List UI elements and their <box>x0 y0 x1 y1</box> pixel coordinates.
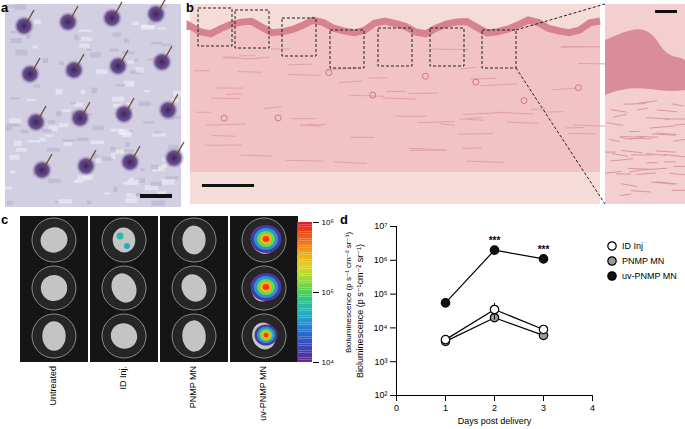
svg-text:10³: 10³ <box>374 357 387 367</box>
svg-text:10⁵: 10⁵ <box>374 289 388 299</box>
svg-text:10²: 10² <box>374 390 387 400</box>
svg-text:Days post delivery: Days post delivery <box>458 416 532 426</box>
svg-text:2: 2 <box>492 403 497 413</box>
svg-text:Untreated: Untreated <box>48 366 58 406</box>
svg-text:10⁶: 10⁶ <box>322 218 334 227</box>
svg-text:10⁴: 10⁴ <box>322 358 335 367</box>
html-text:b: b <box>186 0 194 15</box>
svg-text:10⁵: 10⁵ <box>322 288 334 297</box>
svg-text:0: 0 <box>394 403 399 413</box>
svg-text:3: 3 <box>541 403 546 413</box>
svg-text:Bioluminescence (p s⁻¹ cm⁻² sr: Bioluminescence (p s⁻¹ cm⁻² sr⁻¹) <box>344 232 353 353</box>
html-text:a: a <box>1 0 9 15</box>
svg-text:uv-PNMP MN: uv-PNMP MN <box>258 366 268 421</box>
html-text:PNMP MN: PNMP MN <box>622 255 665 266</box>
html-text:ID Inj: ID Inj <box>622 240 643 251</box>
html-text:uv-PNMP MN: uv-PNMP MN <box>622 270 677 281</box>
svg-text:10⁷: 10⁷ <box>374 221 387 231</box>
svg-text:Bioluminescence (p s⁻¹cm⁻² sr⁻: Bioluminescence (p s⁻¹cm⁻² sr⁻¹) <box>355 244 365 378</box>
svg-text:***: *** <box>538 244 550 255</box>
html-text:c: c <box>1 212 9 227</box>
svg-text:***: *** <box>489 235 501 246</box>
svg-text:10⁶: 10⁶ <box>374 255 388 265</box>
html-text:d: d <box>340 212 348 227</box>
svg-text:1: 1 <box>443 403 448 413</box>
svg-text:ID Inj.: ID Inj. <box>118 366 128 390</box>
svg-text:PNMP MN: PNMP MN <box>188 366 198 408</box>
svg-text:4: 4 <box>590 403 595 413</box>
svg-text:10⁴: 10⁴ <box>374 323 388 333</box>
